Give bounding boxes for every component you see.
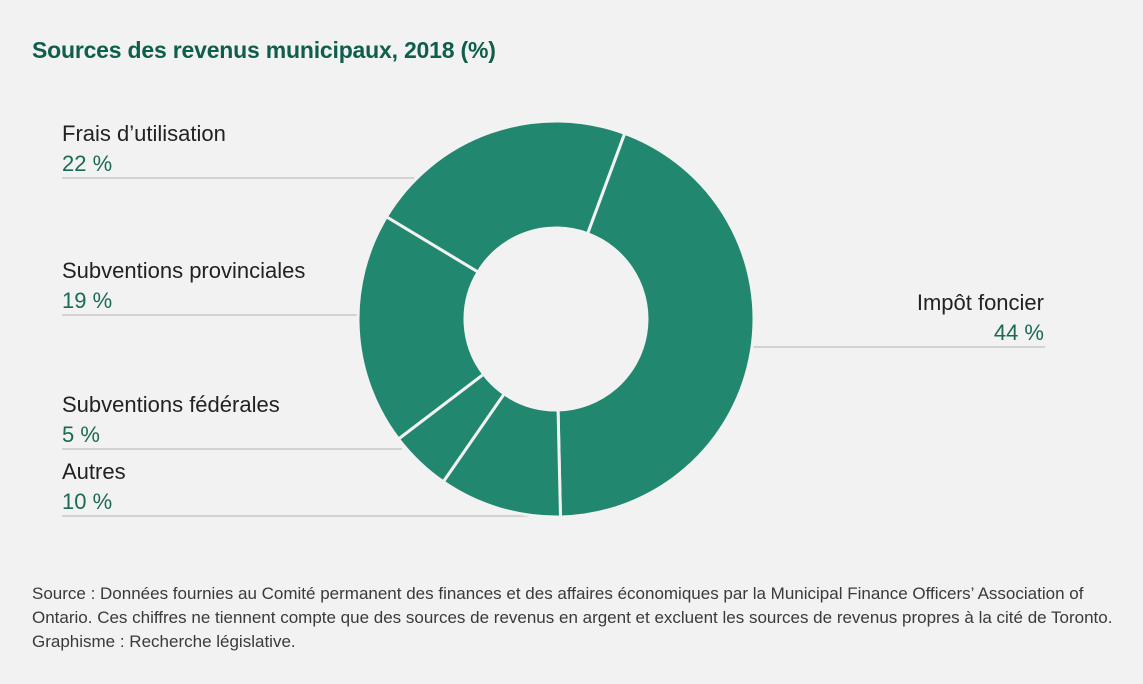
slice-label: Subventions fédérales <box>62 392 280 417</box>
label-frais-utilisation: Frais d’utilisation 22 % <box>62 119 226 179</box>
slice-label: Subventions provinciales <box>62 258 306 283</box>
slice-value-label: 10 % <box>62 489 113 514</box>
source-note: Source : Données fournies au Comité perm… <box>32 584 1113 651</box>
label-autres: Autres 10 % <box>62 457 126 517</box>
donut-slice-0 <box>556 131 756 519</box>
label-subventions-provinciales: Subventions provinciales 19 % <box>62 256 305 316</box>
slice-label: Frais d’utilisation <box>62 121 226 146</box>
slice-label: Impôt foncier <box>916 290 1044 315</box>
donut-slice-4 <box>384 119 627 275</box>
slice-value-label: 19 % <box>62 288 113 313</box>
donut-slices <box>356 119 756 519</box>
label-impot-foncier: Impôt foncier 44 % <box>917 288 1044 348</box>
donut-slice-3 <box>356 214 486 442</box>
chart-title: Sources des revenus municipaux, 2018 (%) <box>32 37 496 63</box>
slice-label: Autres <box>62 459 126 484</box>
slice-value-label: 44 % <box>993 320 1044 345</box>
leader-lines <box>62 177 1045 517</box>
label-subventions-federales: Subventions fédérales 5 % <box>62 390 280 450</box>
slice-value-label: 22 % <box>62 151 113 176</box>
slice-value-label: 5 % <box>62 422 100 447</box>
